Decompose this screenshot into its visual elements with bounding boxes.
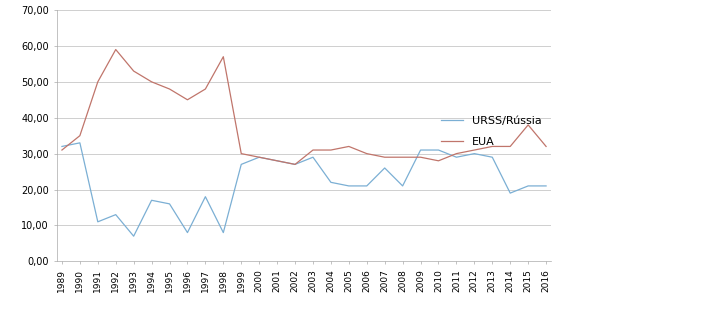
URSS/Rússia bbox=[327, 180, 335, 184]
URSS/Rússia bbox=[398, 184, 407, 188]
EUA bbox=[524, 123, 532, 127]
URSS/Rússia bbox=[416, 148, 425, 152]
URSS/Rússia bbox=[309, 155, 317, 159]
URSS/Rússia bbox=[542, 184, 550, 188]
EUA bbox=[363, 152, 371, 156]
URSS/Rússia bbox=[524, 184, 532, 188]
EUA bbox=[344, 144, 353, 148]
EUA bbox=[506, 144, 515, 148]
EUA bbox=[452, 152, 461, 156]
EUA bbox=[58, 148, 66, 152]
EUA bbox=[327, 148, 335, 152]
EUA bbox=[273, 159, 281, 163]
EUA bbox=[380, 155, 389, 159]
EUA bbox=[434, 159, 443, 163]
EUA bbox=[201, 87, 210, 91]
URSS/Rússia bbox=[237, 162, 245, 166]
EUA bbox=[129, 69, 138, 73]
EUA bbox=[219, 55, 228, 59]
URSS/Rússia bbox=[183, 230, 192, 234]
EUA bbox=[183, 98, 192, 102]
URSS/Rússia bbox=[129, 234, 138, 238]
URSS/Rússia bbox=[344, 184, 353, 188]
Legend: URSS/Rússia, EUA: URSS/Rússia, EUA bbox=[436, 111, 546, 151]
URSS/Rússia bbox=[363, 184, 371, 188]
URSS/Rússia bbox=[147, 198, 156, 202]
URSS/Rússia bbox=[273, 159, 281, 163]
EUA bbox=[416, 155, 425, 159]
URSS/Rússia bbox=[201, 195, 210, 199]
URSS/Rússia bbox=[219, 230, 228, 234]
EUA bbox=[237, 152, 245, 156]
Line: EUA: EUA bbox=[62, 50, 546, 164]
EUA bbox=[76, 134, 84, 138]
EUA bbox=[255, 155, 264, 159]
EUA bbox=[470, 148, 479, 152]
URSS/Rússia bbox=[506, 191, 515, 195]
EUA bbox=[147, 80, 156, 84]
Line: URSS/Rússia: URSS/Rússia bbox=[62, 143, 546, 236]
EUA bbox=[542, 144, 550, 148]
URSS/Rússia bbox=[255, 155, 264, 159]
URSS/Rússia bbox=[291, 162, 299, 166]
URSS/Rússia bbox=[58, 144, 66, 148]
EUA bbox=[165, 87, 174, 91]
URSS/Rússia bbox=[112, 213, 120, 217]
URSS/Rússia bbox=[380, 166, 389, 170]
EUA bbox=[291, 162, 299, 166]
URSS/Rússia bbox=[452, 155, 461, 159]
URSS/Rússia bbox=[165, 202, 174, 206]
EUA bbox=[488, 144, 496, 148]
URSS/Rússia bbox=[93, 220, 102, 224]
EUA bbox=[309, 148, 317, 152]
EUA bbox=[398, 155, 407, 159]
URSS/Rússia bbox=[488, 155, 496, 159]
EUA bbox=[112, 48, 120, 52]
EUA bbox=[93, 80, 102, 84]
URSS/Rússia bbox=[76, 141, 84, 145]
URSS/Rússia bbox=[434, 148, 443, 152]
URSS/Rússia bbox=[470, 152, 479, 156]
